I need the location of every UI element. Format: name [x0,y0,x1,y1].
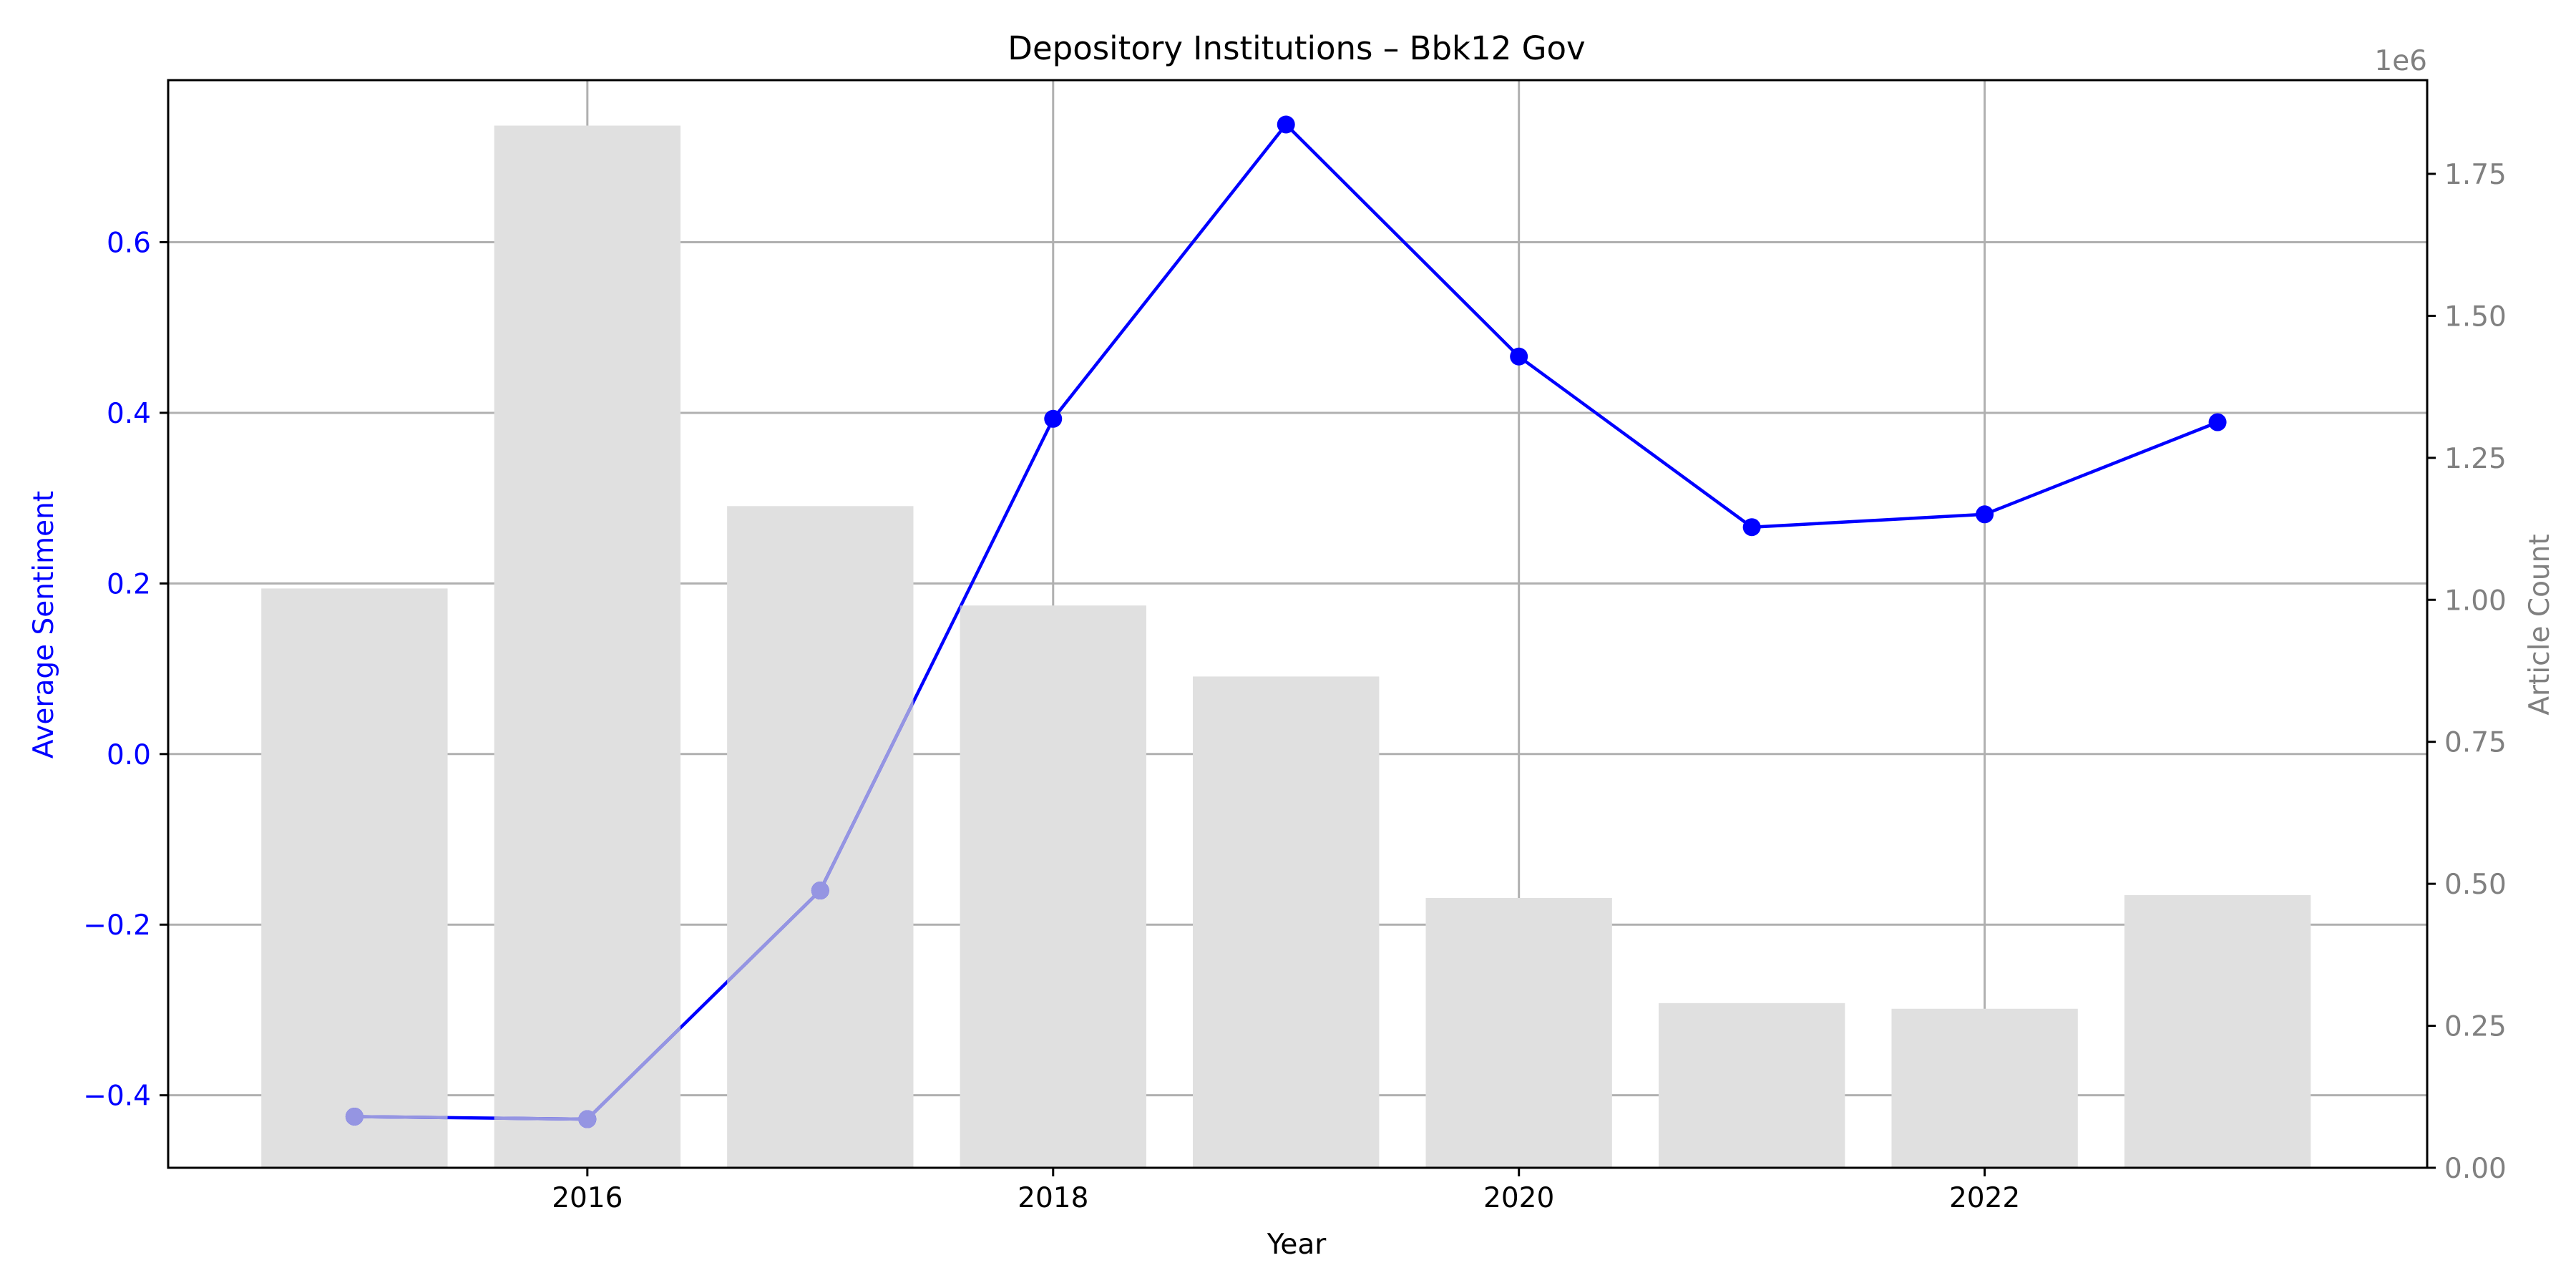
y-left-tick-label: 0.0 [107,739,151,771]
x-tick-label: 2020 [1483,1182,1554,1214]
y-right-tick-label: 1.25 [2444,443,2507,475]
sentiment-point [1277,115,1295,134]
x-tick-label: 2016 [552,1182,623,1214]
sentiment-point-faded [811,882,829,900]
y-left-tick-label: −0.2 [83,909,151,942]
sentiment-point [2208,413,2227,431]
y-right-axis-label: Article Count [2524,534,2556,715]
x-tick-label: 2018 [1018,1182,1088,1214]
bar-hit-area [727,506,913,1168]
y-left-tick-label: 0.6 [107,228,151,260]
sentiment-point-faded [578,1110,597,1128]
y-left-axis-label: Average Sentiment [28,491,60,758]
bars-layer [261,125,2311,1169]
x-tick-label: 2022 [1949,1182,2020,1214]
y-right-offset-label: 1e6 [2374,45,2427,77]
article-count-bar [2124,895,2311,1168]
y-left-tick-label: 0.2 [107,568,151,600]
sentiment-point [1976,505,1994,524]
sentiment-point [1510,347,1528,366]
sentiment-point [1044,409,1063,428]
axes-layer: 2016 2018 2020 2022 −0.4 −0.2 0.0 0.2 0.4 0.6 0.00… [83,79,2507,1214]
bar-hit-area [494,125,680,1168]
y-right-tick-label: 1.00 [2444,585,2507,617]
article-count-bar [960,605,1146,1168]
plot-frame [167,79,2429,1169]
bar-hit-area [1426,898,1612,1168]
article-count-bar [1658,1002,1845,1168]
y-right-tick-label: 1.75 [2444,159,2507,191]
bar-hit-area [261,588,447,1168]
y-right-tick-label: 0.50 [2444,869,2507,901]
bar-hit-area [1891,1009,2077,1168]
y-right-tick-label: 0.25 [2444,1011,2507,1043]
bar-hit-area [2124,895,2311,1168]
article-count-bar [1891,1008,2078,1168]
y-right-tick-label: 0.00 [2444,1153,2507,1185]
sentiment-point [1742,518,1761,537]
article-count-bar [494,125,681,1169]
x-axis-label: Year [1267,1229,1327,1261]
y-right-tick-label: 1.50 [2444,301,2507,333]
sentiment-line-layer [261,115,2311,1168]
article-count-bar [1425,897,1612,1168]
bar-hit-area [1193,676,1379,1168]
article-count-bar [1193,676,1380,1168]
article-count-bar [261,588,448,1168]
sentiment-point-faded [345,1107,364,1126]
y-right-tick-label: 0.75 [2444,727,2507,759]
bar-hit-area [960,605,1146,1168]
bar-hit-area [1659,1003,1845,1168]
article-count-bar [727,506,914,1168]
y-left-tick-label: −0.4 [83,1080,151,1113]
chart-title: Depository Institutions – Bbk12 Gov [1008,29,1585,67]
y-left-tick-label: 0.4 [107,398,151,430]
